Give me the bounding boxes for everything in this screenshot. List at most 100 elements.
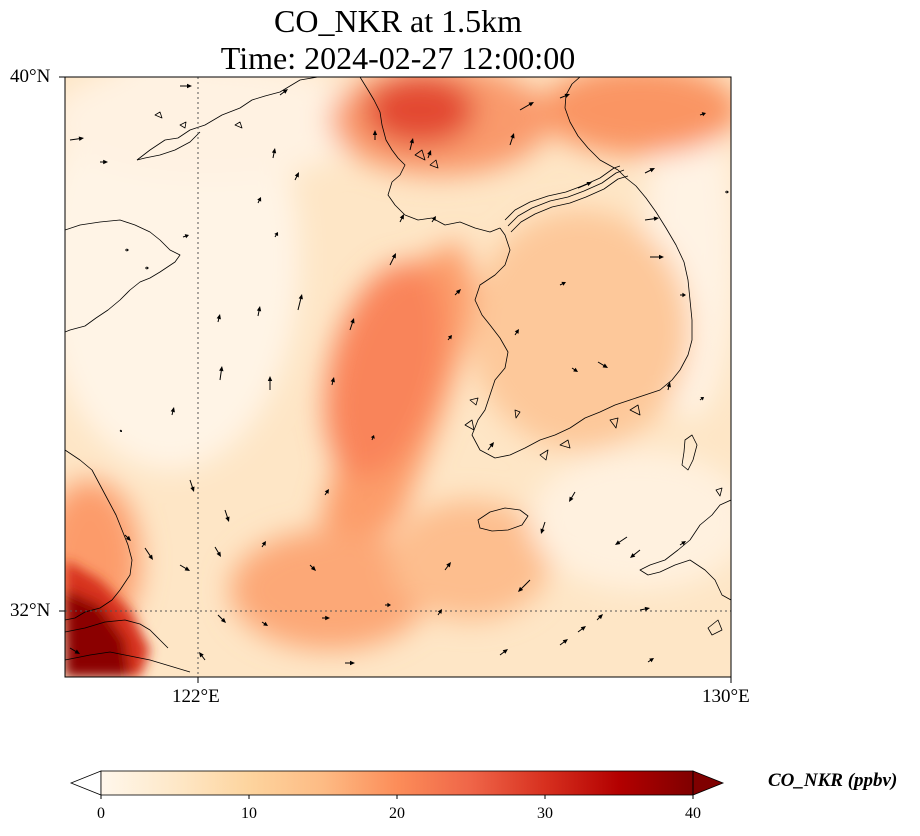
wind-vector-head [125, 535, 131, 541]
wind-vector-head [263, 621, 268, 626]
wind-vector-head [271, 148, 277, 154]
wind-vector-head [502, 649, 508, 654]
wind-vector-head [726, 190, 729, 194]
wind-vector-head [294, 172, 299, 178]
wind-vector-head [562, 639, 568, 644]
wind-vector-head [700, 397, 704, 401]
wind-vector-head [602, 363, 608, 368]
coastline-shandong [65, 219, 181, 333]
wind-vector-head [274, 232, 279, 237]
lon-label-130E: 130°E [702, 686, 750, 707]
wind-vector-head [682, 292, 686, 298]
coastline-korea-northeast [564, 77, 619, 171]
wind-vector-head [391, 253, 396, 259]
wind-vector-head [518, 586, 524, 592]
wind-vector-head [561, 281, 566, 286]
wind-vector-head [187, 83, 192, 89]
wind-vector-head [399, 214, 404, 220]
wind-vectors [69, 83, 729, 666]
wind-vector-head [310, 565, 316, 571]
wind-vector-head [372, 130, 378, 135]
wind-vector-head [514, 329, 519, 334]
coastline-jiangsu [65, 449, 133, 621]
colorbar-label-10: 10 [241, 805, 257, 822]
wind-vector-head [170, 407, 175, 413]
wind-vector-head [216, 551, 221, 557]
wind-vector-head [409, 138, 414, 144]
gridlines [65, 77, 731, 677]
wind-vector-head [184, 234, 189, 239]
wind-vector-head [446, 562, 451, 568]
wind-vector-head [455, 289, 461, 295]
wind-vector-head [666, 382, 671, 388]
wind-vector-head [103, 159, 108, 165]
wind-vector-head [597, 614, 603, 620]
wind-vector-head [267, 376, 273, 381]
wind-vector-head [586, 181, 592, 186]
wind-vector-head [564, 93, 570, 98]
wind-vector-head [146, 266, 149, 270]
wind-vector-head [325, 615, 330, 621]
wind-vector-head [387, 602, 391, 608]
wind-vector-head [184, 566, 190, 571]
wind-vector-head [282, 89, 288, 94]
wind-vector-head [119, 429, 122, 432]
colorbar-label-20: 20 [389, 805, 405, 822]
wind-vector-head [580, 626, 586, 631]
wind-vector-head [74, 649, 80, 654]
wind-vector-head [649, 168, 655, 173]
wind-vector-head [630, 553, 636, 558]
coastline-korea [471, 169, 693, 459]
wind-vector-head [644, 606, 650, 612]
coastline-hangzhou [65, 651, 191, 673]
wind-vector-head [350, 660, 355, 666]
wind-vector-head [261, 541, 266, 546]
colorbar-label-30: 30 [537, 805, 553, 822]
wind-vector-head [126, 248, 129, 252]
wind-vector-head [701, 112, 706, 117]
wind-vector-head [324, 489, 329, 494]
colorbar [69, 770, 725, 799]
lon-label-122E: 122°E [172, 686, 220, 707]
island-tsushima [681, 434, 698, 471]
concentration-field [65, 77, 731, 677]
wind-vector-head [78, 136, 84, 141]
wind-vector-head [447, 335, 452, 340]
wind-vector-head [216, 314, 221, 320]
figure-title-line2: Time: 2024-02-27 12:00:00 [220, 40, 576, 76]
axis-ticks [59, 76, 732, 683]
wind-vector-head [649, 658, 654, 663]
wind-vector-head [569, 496, 574, 502]
lat-label-32N: 32°N [10, 600, 51, 621]
island-jeju [477, 507, 529, 532]
wind-vector-head [489, 442, 494, 448]
wind-vector-head [540, 528, 545, 534]
coastline-yangtze [65, 619, 169, 649]
colorbar-gradient [101, 771, 693, 795]
wind-vector-head [431, 216, 436, 221]
wind-vector-head [219, 366, 224, 372]
border-korea-dmz [504, 165, 621, 221]
colorbar-extend-max [692, 770, 725, 796]
wind-vector-head [437, 609, 442, 614]
wind-vector-head [330, 377, 335, 383]
map-frame [64, 76, 732, 678]
wind-vector-head [528, 102, 534, 107]
wind-vector-head [199, 652, 204, 658]
colorbar-label-0: 0 [97, 805, 105, 822]
coastline-liaodong [136, 77, 319, 161]
colorbar-label-40: 40 [685, 805, 701, 822]
wind-vector-head [573, 367, 578, 372]
coastline-kyushu [639, 499, 731, 601]
coastline-korea-bay [359, 77, 501, 233]
colorbar-title: CO_NKR (ppbv) [768, 770, 898, 791]
wind-vector-head [653, 216, 659, 221]
wind-vector-head [190, 486, 195, 492]
wind-vector-head [148, 554, 153, 560]
wind-vector-head [370, 435, 375, 439]
colorbar-extend-min [69, 770, 102, 796]
wind-vector-head [681, 541, 686, 546]
wind-vector-head [256, 306, 262, 312]
wind-vector-head [659, 254, 664, 260]
